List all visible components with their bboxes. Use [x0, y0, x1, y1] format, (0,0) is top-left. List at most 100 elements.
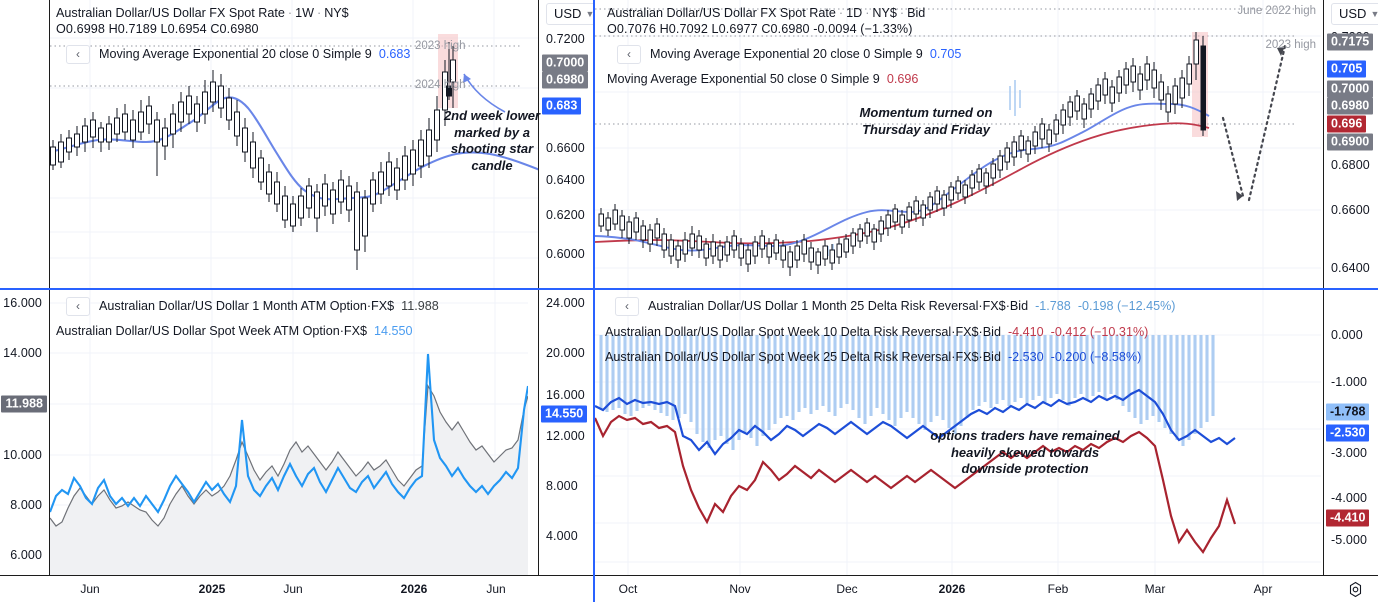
- legend-separator: ·: [339, 324, 344, 338]
- iv-right-axis-tick: 12.000: [546, 429, 585, 443]
- iv-series2-label[interactable]: Australian Dollar/US Dollar Spot Week AT…: [56, 324, 340, 338]
- weekly-plot-area[interactable]: [50, 0, 538, 288]
- daily-axis-tick: 0.6600: [1331, 203, 1370, 217]
- weekly-axis-pill-ema: 0.683: [542, 97, 582, 115]
- iv-plot-area[interactable]: [50, 290, 538, 575]
- iv-series2-value: 14.550: [374, 324, 413, 338]
- weekly-indicator-label[interactable]: Moving Average Exponential 20 close 0 Si…: [99, 47, 372, 61]
- rr-series3-value: -2.530: [1007, 350, 1044, 364]
- weekly-axis-pill: 0.6980: [542, 71, 589, 89]
- daily-indicator2-label[interactable]: Moving Average Exponential 50 close 0 Si…: [607, 72, 880, 86]
- daily-symbol-title: Australian Dollar/US Dollar FX Spot Rate: [607, 6, 836, 20]
- chevron-left-icon[interactable]: ‹: [66, 45, 90, 64]
- iv-series1-value: 11.988: [401, 299, 439, 313]
- iv-time-tick: 2025: [198, 582, 226, 596]
- daily-legend: Australian Dollar/US Dollar FX Spot Rate…: [607, 5, 925, 36]
- chevron-down-icon: ▼: [585, 9, 595, 19]
- rr-plot-area[interactable]: [595, 290, 1323, 575]
- daily-currency-label: USD: [1339, 6, 1367, 21]
- iv-time-tick: Jun: [283, 582, 303, 596]
- legend-separator: ·: [951, 350, 956, 364]
- daily-right-scale[interactable]: USD▼ 0.7200 0.7175 0.705 0.7000 0.6980 0…: [1323, 0, 1378, 288]
- rr-time-tick: Oct: [618, 582, 638, 596]
- weekly-level-label-2024high: 2024 high: [415, 79, 466, 91]
- weekly-symbol-title: Australian Dollar/US Dollar FX Spot Rate: [56, 6, 285, 20]
- legend-separator: ·: [978, 350, 983, 364]
- rr-time-tick: Nov: [729, 582, 751, 596]
- weekly-annotation-text: 2nd week lower marked by a shooting star…: [443, 108, 541, 173]
- chevron-left-icon[interactable]: ‹: [617, 45, 641, 64]
- daily-level-label-june2022high: June 2022 high: [1237, 5, 1316, 17]
- chevron-left-icon[interactable]: ‹: [615, 297, 639, 316]
- weekly-legend-title-row: Australian Dollar/US Dollar FX Spot Rate…: [56, 5, 349, 21]
- daily-annotation-text: Momentum turned on Thursday and Friday: [859, 105, 993, 137]
- rr-series2-label[interactable]: Australian Dollar/US Dollar Spot Week 10…: [605, 325, 952, 339]
- rr-axis-tick: -4.000: [1331, 491, 1368, 505]
- daily-currency-selector[interactable]: USD▼: [1331, 3, 1378, 25]
- daily-axis-pill-ema20: 0.705: [1327, 60, 1367, 78]
- iv-series1-source: FX$: [371, 299, 395, 313]
- rr-series2-side: Bid: [982, 325, 1001, 339]
- daily-indicator1-value: 0.705: [929, 47, 962, 61]
- iv-right-scale[interactable]: 24.000 20.000 16.000 14.550 12.000 8.000…: [538, 290, 593, 575]
- iv-left-axis-tick: 14.000: [3, 346, 42, 360]
- panel-risk-reversal: 0.000 -1.000 -1.788 -2.530 -3.000 -4.000…: [595, 290, 1378, 602]
- daily-axis-pill: 0.7000: [1327, 80, 1374, 98]
- iv-left-scale[interactable]: 16.000 14.000 11.988 10.000 8.000 6.000: [0, 290, 50, 575]
- rr-axis-pill-sw10d: -4.410: [1326, 509, 1370, 527]
- iv-time-tick: 2026: [400, 582, 428, 596]
- iv-right-axis-tick: 16.000: [546, 388, 585, 402]
- rr-axis-pill-sw25d: -2.530: [1326, 424, 1370, 442]
- daily-legend-title-row: Australian Dollar/US Dollar FX Spot Rate…: [607, 5, 925, 21]
- iv-series2-row: Australian Dollar/US Dollar Spot Week AT…: [56, 323, 439, 340]
- iv-series1-label[interactable]: Australian Dollar/US Dollar 1 Month ATM …: [99, 299, 367, 313]
- daily-indicator2-value: 0.696: [886, 72, 919, 86]
- rr-time-tick: Apr: [1253, 582, 1273, 596]
- daily-timeframe[interactable]: 1D: [846, 6, 863, 20]
- weekly-currency-label: USD: [554, 6, 582, 21]
- rr-right-scale[interactable]: 0.000 -1.000 -1.788 -2.530 -3.000 -4.000…: [1323, 290, 1378, 575]
- iv-right-axis-pill: 14.550: [541, 405, 588, 423]
- iv-left-axis-pill: 11.988: [1, 395, 47, 413]
- rr-series3-label[interactable]: Australian Dollar/US Dollar Spot Week 25…: [605, 350, 952, 364]
- weekly-level-label-2023high: 2023 high: [415, 40, 466, 52]
- legend-separator: ·: [838, 6, 844, 20]
- rr-series2-row: Australian Dollar/US Dollar Spot Week 10…: [605, 324, 1175, 341]
- weekly-timeframe[interactable]: 1W: [295, 6, 314, 20]
- chevron-down-icon: ▼: [1370, 9, 1378, 19]
- daily-axis-tick: 0.6800: [1331, 158, 1370, 172]
- daily-level-label-2023high: 2023 high: [1265, 39, 1316, 51]
- rr-series3-side: Bid: [982, 350, 1001, 364]
- iv-left-axis-tick: 6.000: [10, 548, 42, 562]
- rr-series3-row: Australian Dollar/US Dollar Spot Week 25…: [605, 349, 1175, 366]
- legend-separator: ·: [951, 325, 956, 339]
- rr-series1-value: -1.788: [1035, 299, 1071, 313]
- daily-axis-pill: 0.7175: [1327, 33, 1374, 51]
- daily-plot-area[interactable]: [595, 0, 1323, 288]
- weekly-currency-selector[interactable]: USD ▼: [546, 3, 595, 25]
- weekly-indicator-legend: ‹ Moving Average Exponential 20 close 0 …: [66, 45, 410, 64]
- legend-separator: ·: [978, 325, 983, 339]
- daily-indicator-row-2: Moving Average Exponential 50 close 0 Si…: [607, 71, 961, 88]
- rr-legend: ‹ Australian Dollar/US Dollar 1 Month 25…: [605, 297, 1175, 366]
- daily-axis-pill: 0.6980: [1327, 97, 1374, 115]
- rr-lines-svg: [595, 290, 1321, 575]
- iv-series1-row: ‹ Australian Dollar/US Dollar 1 Month AT…: [66, 297, 439, 316]
- daily-indicator1-label[interactable]: Moving Average Exponential 20 close 0 Si…: [650, 47, 923, 61]
- chevron-left-icon[interactable]: ‹: [66, 297, 90, 316]
- iv-time-tick: Jun: [486, 582, 506, 596]
- weekly-axis-pill: 0.7000: [542, 54, 589, 72]
- daily-indicator-legend: ‹ Moving Average Exponential 20 close 0 …: [607, 45, 962, 88]
- gear-icon[interactable]: [1347, 581, 1364, 598]
- rr-time-axis[interactable]: Oct Nov Dec 2026 Feb Mar Apr: [595, 575, 1378, 602]
- legend-separator: ·: [1005, 299, 1010, 313]
- rr-time-tick: 2026: [938, 582, 966, 596]
- iv-time-axis[interactable]: Jun 2025 Jun 2026 Jun: [0, 575, 593, 602]
- rr-series1-label[interactable]: Australian Dollar/US Dollar 1 Month 25 D…: [648, 299, 979, 313]
- daily-axis-pill-ema50: 0.696: [1327, 115, 1367, 133]
- weekly-indicator-value: 0.683: [378, 47, 411, 61]
- daily-ohlc-values: O0.7076 H0.7092 L0.6977 C0.6980 -0.0094 …: [607, 22, 913, 36]
- weekly-candles-svg: [50, 0, 538, 288]
- weekly-right-scale[interactable]: USD ▼ 0.7200 0.7000 0.6980 0.683 0.6600 0…: [538, 0, 593, 288]
